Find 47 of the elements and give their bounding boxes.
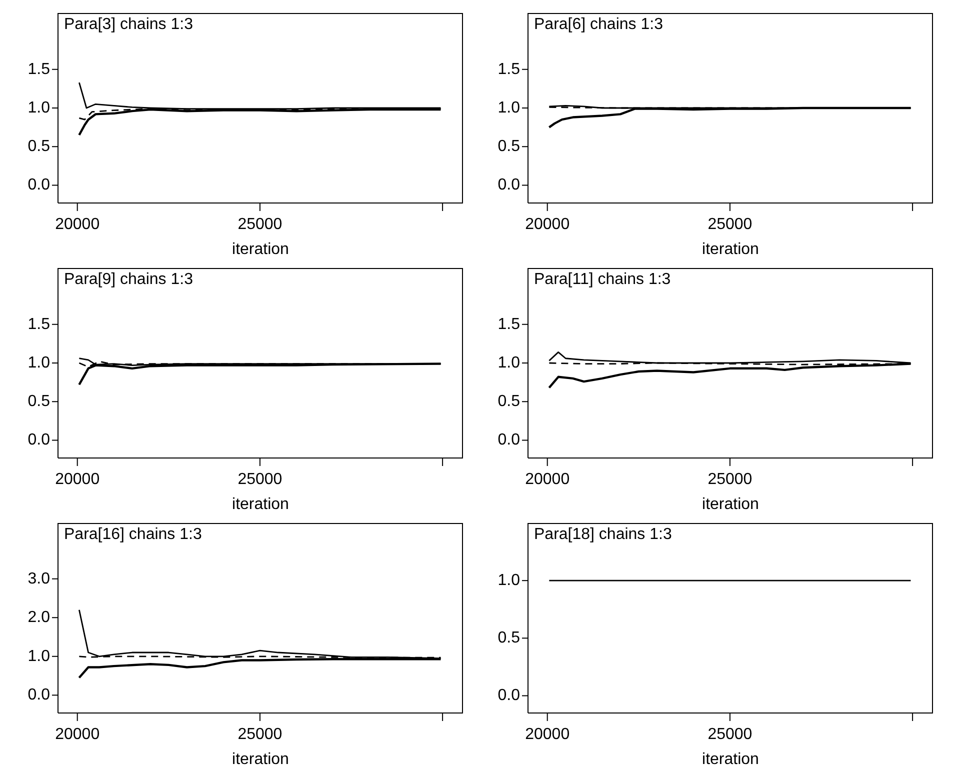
- y-tick-label: 1.0: [498, 100, 520, 116]
- y-tick-label: 0.5: [28, 393, 50, 410]
- y-tick-label: 0.0: [28, 686, 50, 704]
- chart-title: Para[16] chains 1:3: [64, 526, 202, 544]
- y-tick-label: 1.0: [498, 572, 520, 590]
- x-tick-label: 25000: [708, 216, 752, 233]
- y-tick-label: 3.0: [28, 570, 50, 588]
- y-tick-label: 0.5: [498, 393, 520, 410]
- y-tick-label: 1.0: [28, 648, 50, 665]
- y-tick-label: 1.0: [28, 100, 50, 116]
- chart-title: Para[18] chains 1:3: [534, 526, 672, 544]
- x-axis-title: iteration: [232, 751, 289, 768]
- x-tick-label: 25000: [238, 216, 282, 233]
- y-tick-label: 1.5: [28, 316, 50, 333]
- y-tick-label: 0.5: [498, 138, 520, 156]
- x-tick-label: 20000: [55, 726, 100, 743]
- y-tick-label: 0.5: [28, 138, 50, 156]
- x-tick-label: 25000: [238, 726, 282, 743]
- x-tick-label: 20000: [525, 216, 570, 233]
- x-tick-label: 20000: [525, 726, 570, 743]
- y-tick-label: 1.5: [28, 60, 50, 78]
- y-tick-label: 0.0: [28, 432, 50, 449]
- y-tick-label: 0.5: [498, 630, 520, 647]
- x-axis-title: iteration: [702, 241, 759, 258]
- y-tick-label: 0.0: [498, 176, 520, 194]
- y-tick-label: 2.0: [28, 609, 50, 626]
- x-axis-title: iteration: [232, 241, 289, 258]
- x-tick-label: 20000: [55, 471, 100, 488]
- y-tick-label: 0.0: [28, 176, 50, 194]
- chart-title: Para[9] chains 1:3: [64, 271, 193, 289]
- x-axis-title: iteration: [702, 496, 759, 513]
- chart-title: Para[6] chains 1:3: [534, 16, 663, 34]
- x-tick-label: 25000: [708, 726, 752, 743]
- x-tick-label: 25000: [708, 471, 752, 488]
- y-tick-label: 1.0: [498, 354, 520, 372]
- chart-title: Para[3] chains 1:3: [64, 16, 193, 34]
- x-tick-label: 20000: [525, 471, 570, 488]
- x-axis-title: iteration: [702, 751, 759, 768]
- y-tick-label: 0.0: [498, 432, 520, 449]
- x-axis-title: iteration: [232, 496, 289, 513]
- y-tick-label: 0.0: [498, 687, 520, 704]
- y-tick-label: 1.5: [498, 60, 520, 78]
- x-tick-label: 20000: [55, 216, 100, 233]
- chart-title: Para[11] chains 1:3: [534, 271, 671, 289]
- x-tick-label: 25000: [238, 471, 282, 488]
- y-tick-label: 1.0: [28, 354, 50, 372]
- y-tick-label: 1.5: [498, 316, 520, 333]
